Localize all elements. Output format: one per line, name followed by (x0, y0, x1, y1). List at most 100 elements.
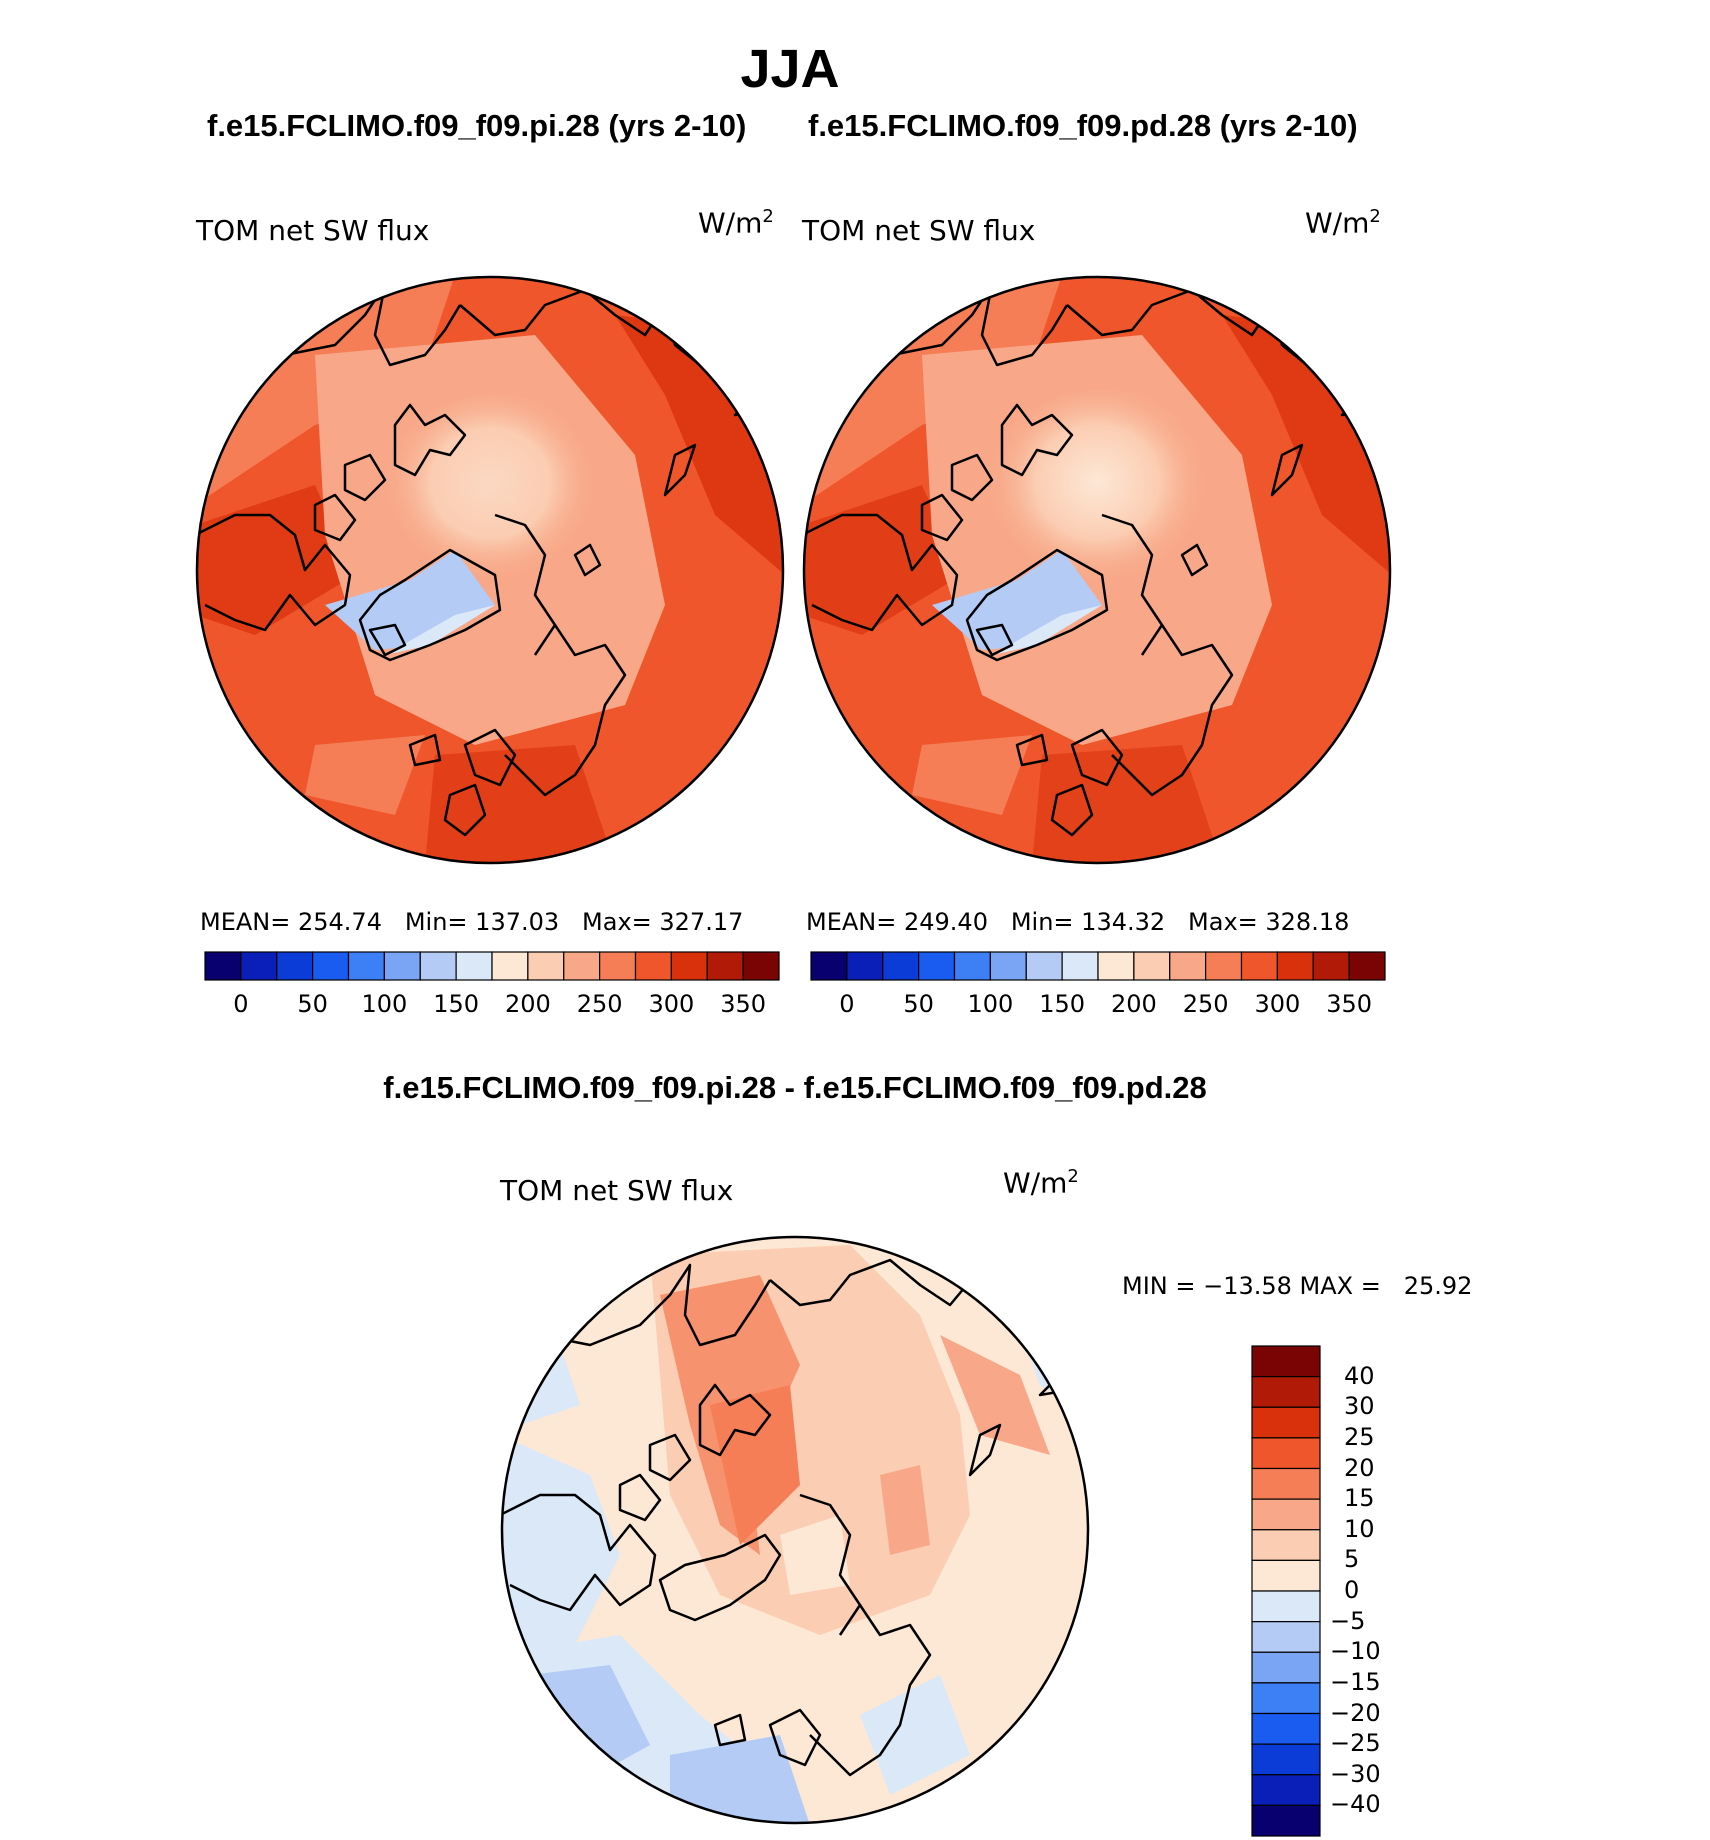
diff-colorbar-tick-label: 25 (1344, 1422, 1375, 1451)
colorbar-0-tick-label: 350 (720, 990, 767, 1018)
panel-2-colorbar (810, 951, 1386, 981)
colorbar-1-box-7 (1061, 951, 1099, 981)
diff-variable-label: TOM net SW flux (500, 1174, 734, 1207)
panel-2-variable-label: TOM net SW flux (802, 214, 1036, 247)
colorbar-0-tick-label: 300 (648, 990, 695, 1018)
diff-colorbar-box-0 (1251, 1345, 1321, 1378)
colorbar-0-box-13 (670, 951, 708, 981)
colorbar-1-box-12 (1240, 951, 1278, 981)
diff-units: W/m2 (1003, 1166, 1079, 1200)
colorbar-1-box-9 (1133, 951, 1171, 981)
panel-2-stats: MEAN= 249.40 Min= 134.32 Max= 328.18 (806, 908, 1350, 936)
panel-1-stats: MEAN= 254.74 Min= 137.03 Max= 327.17 (200, 908, 744, 936)
diff-colorbar-tick-label: 0 (1344, 1576, 1360, 1604)
diff-colorbar (1251, 1345, 1321, 1837)
colorbar-1-tick-label: 150 (1039, 990, 1086, 1018)
colorbar-0-box-12 (634, 951, 672, 981)
panel-2-units: W/m2 (1305, 206, 1381, 240)
colorbar-0-box-9 (527, 951, 565, 981)
diff-colorbar-tick-label: −40 (1330, 1790, 1381, 1819)
diff-polar-map (500, 1235, 1090, 1825)
colorbar-1-box-11 (1205, 951, 1243, 981)
diff-colorbar-ticks: 40 30 25 20 15 10 5 0 −5 −10 −15 −20 −25 −30 −40 (1330, 1346, 1450, 1836)
diff-colorbar-tick-label: 40 (1344, 1361, 1375, 1390)
diff-colorbar-box-8 (1251, 1590, 1321, 1623)
colorbar-0-tick-label: 50 (297, 990, 328, 1018)
diff-colorbar-box-15 (1251, 1804, 1321, 1837)
diff-colorbar-box-6 (1251, 1529, 1321, 1561)
colorbar-0-box-2 (276, 951, 314, 981)
colorbar-1-tick-label: 350 (1326, 990, 1373, 1018)
diff-colorbar-box-10 (1251, 1651, 1321, 1684)
colorbar-1-tick-label: 250 (1182, 990, 1229, 1018)
diff-colorbar-box-13 (1251, 1743, 1321, 1776)
panel-1-polar-map (195, 275, 785, 865)
colorbar-0-box-7 (455, 951, 493, 981)
diff-colorbar-tick-label: −5 (1330, 1606, 1366, 1635)
colorbar-0-tick-label: 100 (361, 990, 408, 1018)
diff-colorbar-box-7 (1251, 1559, 1321, 1592)
diff-title: f.e15.FCLIMO.f09_f09.pi.28 - f.e15.FCLIM… (383, 1070, 1207, 1105)
colorbar-0-tick-label: 150 (433, 990, 480, 1018)
diff-colorbar-tick-label: 5 (1344, 1545, 1360, 1574)
colorbar-0-box-4 (347, 951, 385, 981)
colorbar-1-tick-label: 300 (1254, 990, 1301, 1018)
colorbar-0-box-5 (383, 951, 421, 981)
diff-colorbar-box-4 (1251, 1467, 1321, 1500)
diff-colorbar-box-3 (1251, 1437, 1321, 1470)
diff-colorbar-tick-label: 20 (1344, 1453, 1375, 1482)
colorbar-0-box-8 (491, 951, 529, 981)
colorbar-1-box-15 (1348, 951, 1386, 981)
panel-2-colorbar-ticks: 0 50 100 150 200 250 300 350 (811, 990, 1385, 1020)
colorbar-0-box-10 (563, 951, 601, 981)
diff-colorbar-tick-label: 15 (1344, 1484, 1375, 1513)
diff-colorbar-box-11 (1251, 1682, 1321, 1715)
panel-1-model-title: f.e15.FCLIMO.f09_f09.pi.28 (yrs 2-10) (207, 108, 747, 143)
colorbar-1-box-6 (1025, 951, 1063, 981)
colorbar-0-box-11 (599, 951, 637, 981)
panel-2-model-title: f.e15.FCLIMO.f09_f09.pd.28 (yrs 2-10) (808, 108, 1358, 143)
colorbar-1-box-10 (1169, 951, 1207, 981)
colorbar-1-box-14 (1312, 951, 1350, 981)
colorbar-1-box-5 (989, 951, 1027, 981)
colorbar-0-box-6 (419, 951, 457, 981)
colorbar-1-box-0 (810, 951, 848, 981)
panel-1-colorbar (204, 951, 780, 981)
panel-1-units: W/m2 (698, 206, 774, 240)
diff-colorbar-tick-label: 30 (1344, 1392, 1375, 1421)
panel-1-colorbar-ticks: 0 50 100 150 200 250 300 350 (205, 990, 779, 1020)
diff-colorbar-box-12 (1251, 1712, 1321, 1745)
colorbar-1-tick-label: 50 (903, 990, 934, 1018)
colorbar-1-tick-label: 200 (1110, 990, 1157, 1018)
colorbar-0-tick-label: 250 (576, 990, 623, 1018)
panel-1-variable-label: TOM net SW flux (196, 214, 430, 247)
diff-colorbar-tick-label: −25 (1330, 1729, 1381, 1758)
colorbar-1-box-2 (882, 951, 920, 981)
colorbar-0-box-3 (312, 951, 350, 981)
page-title: JJA (740, 39, 840, 99)
diff-colorbar-tick-label: 10 (1344, 1514, 1375, 1543)
diff-minmax: MIN = −13.58 MAX = 25.92 (1122, 1272, 1473, 1300)
colorbar-1-box-4 (953, 951, 991, 981)
diff-colorbar-tick-label: −30 (1330, 1759, 1381, 1788)
colorbar-1-tick-label: 0 (839, 990, 855, 1018)
diff-colorbar-tick-label: −10 (1330, 1637, 1381, 1666)
panel-2-polar-map (802, 275, 1392, 865)
colorbar-1-box-1 (846, 951, 884, 981)
diff-colorbar-box-5 (1251, 1498, 1321, 1531)
colorbar-0-tick-label: 0 (233, 990, 249, 1018)
colorbar-1-box-8 (1097, 951, 1135, 981)
diff-colorbar-box-2 (1251, 1406, 1321, 1439)
colorbar-1-box-3 (918, 951, 956, 981)
colorbar-0-box-15 (742, 951, 780, 981)
diff-colorbar-tick-label: −20 (1330, 1698, 1381, 1727)
diff-colorbar-box-14 (1251, 1774, 1321, 1806)
diff-colorbar-tick-label: −15 (1330, 1667, 1381, 1696)
colorbar-0-box-14 (706, 951, 744, 981)
colorbar-1-box-13 (1276, 951, 1314, 981)
colorbar-0-tick-label: 200 (504, 990, 551, 1018)
colorbar-1-tick-label: 100 (967, 990, 1014, 1018)
diff-colorbar-box-1 (1251, 1376, 1321, 1408)
colorbar-0-box-0 (204, 951, 242, 981)
diff-colorbar-box-9 (1251, 1621, 1321, 1653)
